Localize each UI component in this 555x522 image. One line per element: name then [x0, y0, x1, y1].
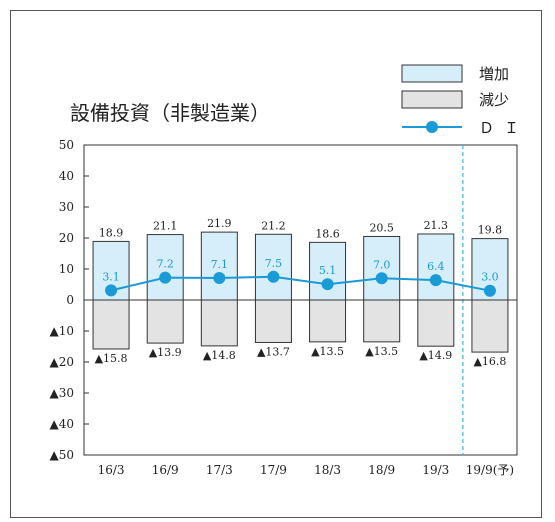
di-point: [429, 274, 442, 287]
bar-decrease-label: ▲14.8: [203, 349, 236, 362]
bar-decrease-label: ▲14.9: [419, 349, 452, 362]
bar-increase-label: 21.1: [153, 220, 178, 233]
bar-increase-label: 18.6: [315, 227, 340, 240]
bar-decrease: [92, 299, 130, 350]
legend-label-decrease: 減少: [479, 91, 509, 109]
y-tick-label: 0: [66, 293, 74, 307]
di-point-label: 7.1: [211, 258, 229, 271]
di-point-label: 7.2: [156, 258, 174, 271]
bar-increase: [200, 231, 238, 301]
y-tick-label: ▲30: [50, 386, 75, 400]
di-point-label: 7.0: [373, 258, 391, 271]
x-tick-label: 19/3: [422, 463, 449, 477]
bar-decrease-label: ▲13.5: [311, 345, 344, 358]
bar-decrease: [200, 299, 238, 347]
bar-decrease: [146, 299, 184, 344]
y-tick-label: ▲20: [50, 355, 75, 369]
di-point: [105, 284, 118, 297]
bar-increase: [254, 233, 292, 301]
bar-decrease: [309, 299, 347, 343]
di-point: [321, 278, 334, 291]
bar-increase-label: 21.9: [207, 217, 232, 230]
di-point-label: 5.1: [319, 264, 337, 277]
bar-increase-label: 18.9: [99, 226, 124, 239]
di-point: [483, 284, 496, 297]
di-point: [213, 271, 226, 284]
legend-label-increase: 増加: [479, 65, 509, 83]
bar-increase-label: 21.2: [261, 219, 286, 232]
bar-increase-label: 20.5: [369, 221, 394, 234]
y-tick-label: ▲10: [50, 324, 75, 338]
legend: 増加 減少 ＤＩ: [401, 64, 529, 137]
chart-title: 設備投資（非製造業）: [70, 101, 270, 125]
di-line: [110, 275, 491, 292]
bar-increase: [417, 233, 455, 301]
bar-increase: [309, 241, 347, 301]
di-point: [159, 271, 172, 284]
bar-increase-label: 21.3: [424, 219, 449, 232]
bar-increase: [146, 234, 184, 301]
legend-marker-di: [426, 121, 438, 133]
x-tick-label: 16/3: [98, 463, 125, 477]
bar-decrease-label: ▲16.8: [473, 355, 506, 368]
y-tick-label: 30: [59, 200, 74, 214]
plot-area: 50 40 30 20 10 0 ▲10 ▲20 ▲30 ▲40 ▲50 18.9 ▲15.8 21.1 ▲…: [50, 138, 518, 477]
di-point-label: 3.0: [481, 271, 499, 284]
y-tick-label: ▲40: [50, 417, 75, 431]
bar-increase: [363, 235, 401, 301]
x-tick-label: 17/3: [206, 463, 233, 477]
y-tick-label: ▲50: [50, 448, 75, 462]
bar-decrease-label: ▲13.5: [365, 345, 398, 358]
di-point: [267, 270, 280, 283]
y-tick-label: 20: [59, 231, 74, 245]
x-tick-label: 18/9: [368, 463, 395, 477]
bar-increase-label: 19.8: [478, 224, 503, 237]
x-tick-label: 19/9(予): [466, 463, 514, 477]
x-tick-label: 17/9: [260, 463, 287, 477]
y-tick-label: 50: [59, 138, 74, 152]
di-point-label: 6.4: [427, 260, 445, 273]
legend-swatch-decrease: [401, 90, 463, 109]
y-tick-label: 40: [59, 169, 74, 183]
x-tick-label: 16/9: [152, 463, 179, 477]
bar-decrease-label: ▲13.9: [149, 346, 182, 359]
di-point: [375, 272, 388, 285]
legend-label-di: ＤＩ: [479, 119, 529, 137]
bar-decrease-label: ▲15.8: [95, 352, 128, 365]
bar-decrease: [363, 299, 401, 343]
legend-swatch-increase: [401, 64, 463, 83]
di-point-label: 3.1: [102, 270, 120, 283]
bar-decrease: [254, 299, 292, 343]
di-point-label: 7.5: [265, 257, 283, 270]
x-tick-label: 18/3: [314, 463, 341, 477]
bar-decrease-label: ▲13.7: [257, 345, 290, 358]
bar-decrease: [417, 299, 455, 347]
bar-decrease: [471, 299, 509, 353]
y-tick-label: 10: [59, 262, 74, 276]
